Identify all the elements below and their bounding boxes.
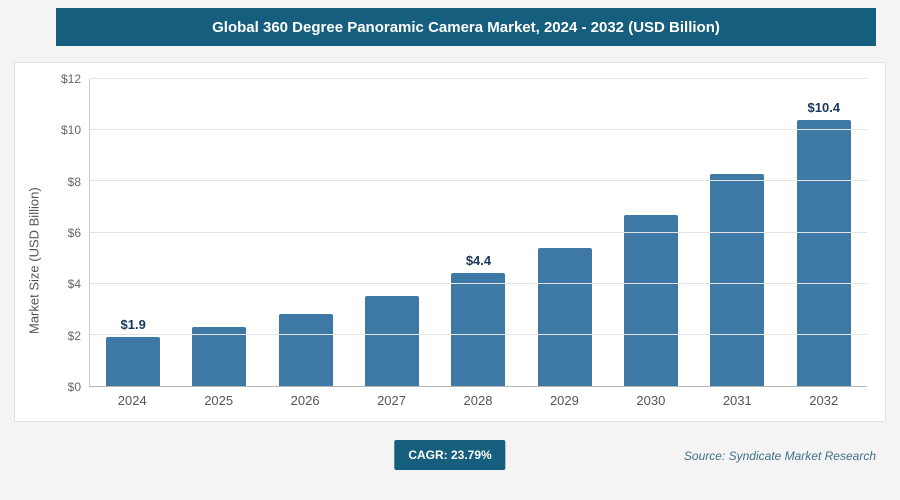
bar-column-2030 — [608, 79, 694, 386]
chart-title-banner: Global 360 Degree Panoramic Camera Marke… — [56, 8, 876, 46]
bar-column-2026 — [263, 79, 349, 386]
source-attribution: Source: Syndicate Market Research — [683, 449, 876, 463]
bar-column-2024: $1.9 — [90, 79, 176, 386]
bar-value-label-2024: $1.9 — [120, 317, 146, 333]
chart-footer: CAGR: 23.79% Source: Syndicate Market Re… — [0, 440, 900, 474]
x-tick-label-2031: 2031 — [722, 392, 752, 408]
gridline — [90, 333, 867, 335]
bar-2028 — [451, 273, 506, 386]
y-tick-label: $10 — [60, 123, 81, 138]
x-tick-label-2026: 2026 — [290, 392, 320, 408]
cagr-badge: CAGR: 23.79% — [394, 440, 506, 470]
x-tick-label-2029: 2029 — [549, 392, 579, 408]
y-axis-title: Market Size (USD Billion) — [26, 187, 42, 335]
x-tick-label-2028: 2028 — [463, 392, 493, 408]
gridline — [90, 231, 867, 233]
chart-card: Market Size (USD Billion) $0 $2 $4 $6 $8 $10 $… — [14, 62, 886, 422]
y-tick-label: $4 — [67, 277, 81, 292]
bar-column-2025 — [176, 79, 262, 386]
x-tick-label-2025: 2025 — [204, 392, 234, 408]
bar-2031 — [710, 173, 765, 386]
plot-wrap: $0 $2 $4 $6 $8 $10 $12 $1.9 $4.4 $10.4 2024 2025 2… — [45, 72, 867, 413]
bar-2032 — [796, 119, 851, 386]
x-tick-label-2030: 2030 — [636, 392, 666, 408]
chart-title: Global 360 Degree Panoramic Camera Marke… — [212, 18, 720, 36]
bar-2026 — [278, 314, 333, 386]
bar-2025 — [192, 327, 247, 386]
bar-column-2027 — [349, 79, 435, 386]
x-axis-labels: 2024 2025 2026 2027 2028 2029 2030 2031 2032 — [89, 387, 867, 413]
bar-2027 — [365, 296, 420, 386]
x-tick-label-2027: 2027 — [377, 392, 406, 408]
bar-column-2031 — [694, 79, 780, 386]
y-tick-label: $12 — [60, 72, 81, 86]
bar-value-label-2032: $10.4 — [807, 99, 841, 115]
gridline — [90, 180, 867, 182]
gridline — [90, 282, 867, 284]
gridline — [90, 78, 867, 79]
bar-value-label-2028: $4.4 — [465, 253, 492, 269]
bar-2029 — [537, 247, 592, 386]
y-tick-label: $2 — [67, 328, 81, 343]
gridline — [90, 129, 867, 131]
bars-container: $1.9 $4.4 $10.4 — [90, 79, 867, 386]
y-axis-ticks: $0 $2 $4 $6 $8 $10 $12 — [45, 72, 89, 394]
bar-column-2032: $10.4 — [781, 79, 867, 386]
y-tick-label: $8 — [67, 174, 81, 189]
bar-column-2028: $4.4 — [435, 79, 521, 386]
x-tick-label-2024: 2024 — [117, 392, 147, 408]
bar-column-2029 — [522, 79, 608, 386]
x-tick-label-2032: 2032 — [809, 392, 839, 408]
y-tick-label: $6 — [67, 226, 81, 240]
y-tick-label: $0 — [67, 380, 81, 394]
bar-2024 — [106, 337, 161, 386]
plot-area: $1.9 $4.4 $10.4 — [89, 78, 867, 387]
bar-2030 — [624, 214, 679, 386]
